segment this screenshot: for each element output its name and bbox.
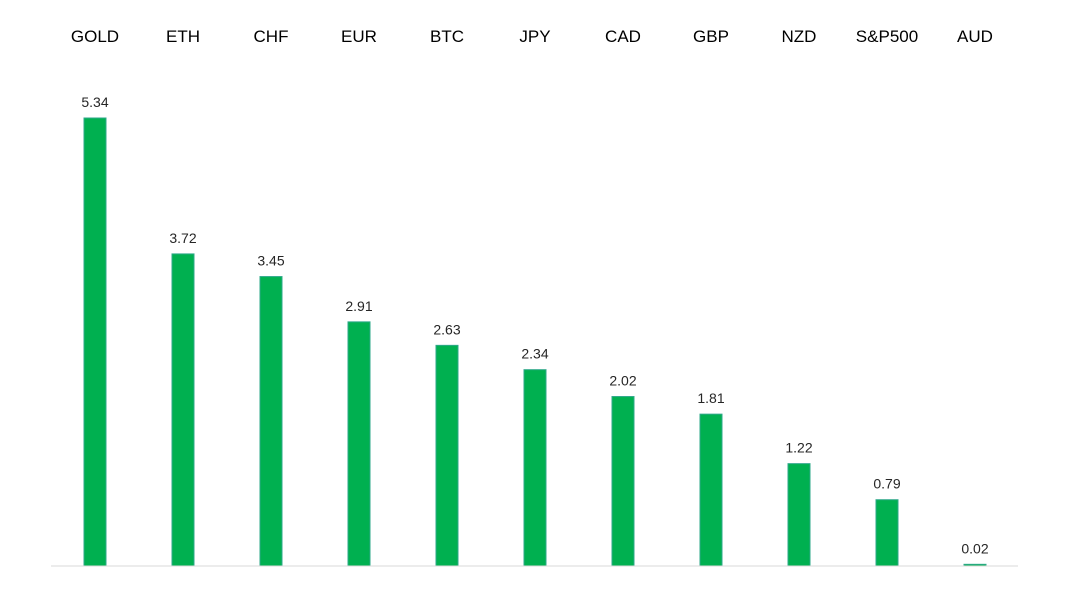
value-label-gbp: 1.81 [697, 390, 724, 406]
bar-eur [347, 321, 371, 567]
category-label-jpy: JPY [519, 27, 550, 46]
category-label-s-p500: S&P500 [856, 27, 918, 46]
bar-jpy [523, 369, 547, 567]
bar-gold [83, 117, 107, 567]
category-label-btc: BTC [430, 27, 464, 46]
category-label-gbp: GBP [693, 27, 729, 46]
bar-nzd [787, 463, 811, 567]
category-label-cad: CAD [605, 27, 641, 46]
bars [83, 117, 987, 567]
value-label-btc: 2.63 [433, 321, 460, 337]
value-label-chf: 3.45 [257, 253, 284, 269]
value-label-eur: 2.91 [345, 298, 372, 314]
value-labels: 5.34 3.72 3.45 2.91 2.63 2.34 2.02 1.81 1.22 0.79… [81, 94, 988, 556]
bar-s-p500 [875, 499, 899, 567]
bar-cad [611, 396, 635, 567]
category-label-chf: CHF [254, 27, 289, 46]
bar-gbp [699, 413, 723, 567]
bar-btc [435, 344, 459, 567]
category-labels: GOLD ETH CHF EUR BTC JPY CAD GBP NZD S&P500 AUD [71, 27, 993, 46]
category-label-nzd: NZD [782, 27, 817, 46]
value-label-gold: 5.34 [81, 94, 108, 110]
value-label-jpy: 2.34 [521, 346, 548, 362]
category-label-aud: AUD [957, 27, 993, 46]
value-label-s-p500: 0.79 [873, 476, 900, 492]
category-label-eur: EUR [341, 27, 377, 46]
category-label-gold: GOLD [71, 27, 119, 46]
bar-chf [259, 276, 283, 567]
value-label-nzd: 1.22 [785, 440, 812, 456]
bar-eth [171, 253, 195, 567]
value-label-cad: 2.02 [609, 373, 636, 389]
value-label-eth: 3.72 [169, 230, 196, 246]
category-label-eth: ETH [166, 27, 200, 46]
value-label-aud: 0.02 [961, 540, 988, 556]
